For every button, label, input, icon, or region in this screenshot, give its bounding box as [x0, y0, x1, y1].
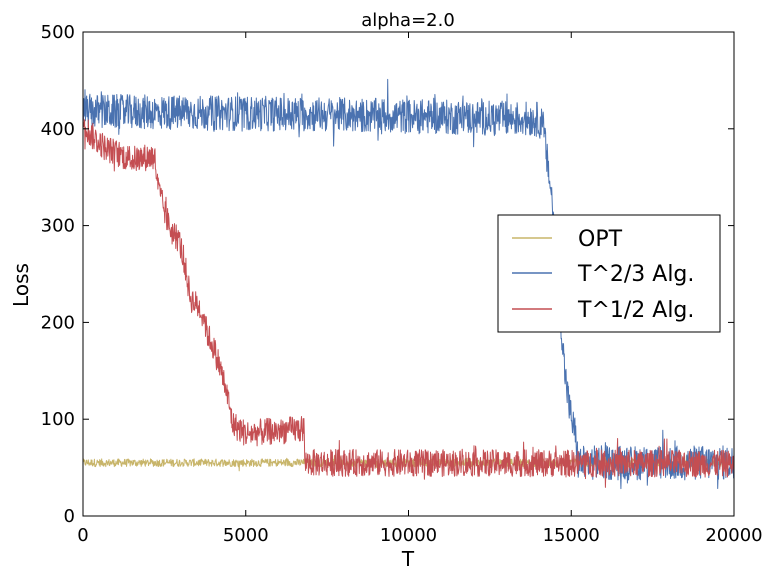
x-tick-label: 10000	[380, 525, 437, 546]
legend-label-t23: T^2/3 Alg.	[577, 262, 694, 287]
series-t12-alg	[82, 113, 735, 488]
chart-title: alpha=2.0	[361, 10, 455, 31]
legend: OPT T^2/3 Alg. T^1/2 Alg.	[497, 214, 721, 333]
series-layer	[82, 78, 735, 490]
y-tick-label: 500	[41, 22, 75, 43]
y-tick-label: 300	[41, 216, 75, 237]
ticks-layer: 0 5000 10000 15000 20000 0 100 200 300 400 500	[41, 22, 763, 546]
x-tick-label: 20000	[705, 525, 762, 546]
x-tick-label: 0	[77, 525, 88, 546]
y-tick-label: 400	[41, 119, 75, 140]
legend-label-opt: OPT	[578, 227, 623, 252]
y-tick-label: 200	[41, 312, 75, 333]
legend-label-t12: T^1/2 Alg.	[577, 298, 694, 323]
x-tick-label: 15000	[543, 525, 600, 546]
x-tick-label: 5000	[223, 525, 269, 546]
x-axis-label: T	[401, 547, 415, 571]
y-tick-label: 100	[41, 409, 75, 430]
y-axis-label: Loss	[9, 263, 33, 307]
y-tick-label: 0	[64, 506, 75, 527]
